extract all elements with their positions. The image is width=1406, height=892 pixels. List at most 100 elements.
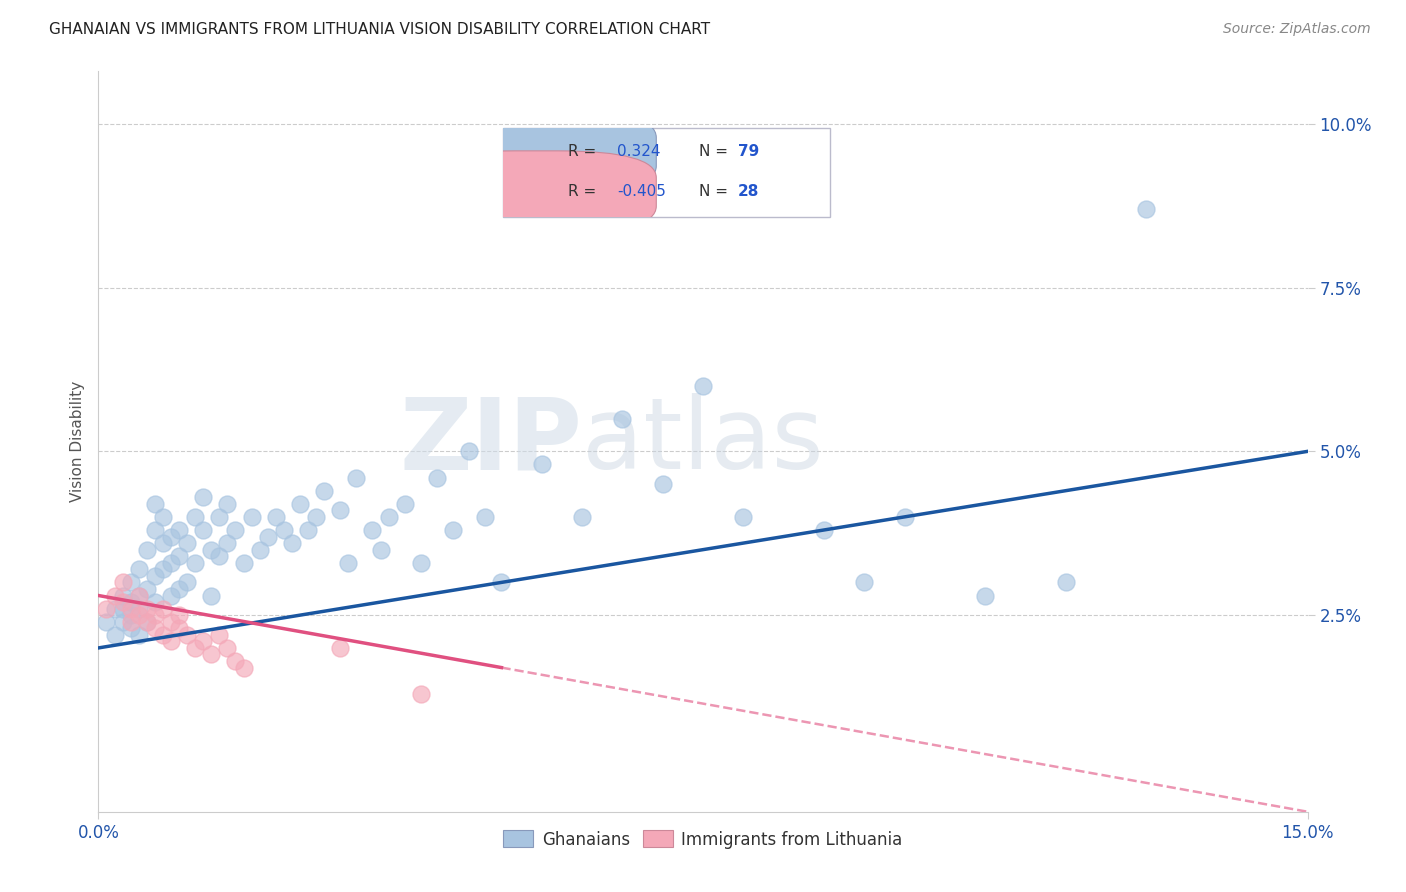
Text: R =: R = — [568, 185, 596, 200]
Point — [458, 444, 481, 458]
Text: 0.324: 0.324 — [617, 145, 661, 160]
Point — [128, 628, 150, 642]
Point — [176, 628, 198, 642]
Text: R =: R = — [568, 145, 596, 160]
Point — [128, 562, 150, 576]
Point — [103, 601, 125, 615]
Point — [200, 589, 222, 603]
Point — [853, 575, 876, 590]
Point — [1054, 575, 1077, 590]
Point — [111, 601, 134, 615]
Point — [152, 601, 174, 615]
Point — [143, 595, 166, 609]
Legend: Ghanaians, Immigrants from Lithuania: Ghanaians, Immigrants from Lithuania — [496, 823, 910, 855]
Point — [167, 549, 190, 564]
Point — [329, 503, 352, 517]
Y-axis label: Vision Disability: Vision Disability — [69, 381, 84, 502]
Point — [200, 648, 222, 662]
Point — [232, 660, 254, 674]
Point — [143, 523, 166, 537]
Point — [160, 556, 183, 570]
Point — [160, 615, 183, 629]
Point — [152, 509, 174, 524]
Point — [441, 523, 464, 537]
Point — [217, 497, 239, 511]
Point — [111, 589, 134, 603]
Point — [120, 608, 142, 623]
Point — [426, 470, 449, 484]
Point — [409, 687, 432, 701]
Point — [733, 509, 755, 524]
Point — [224, 523, 246, 537]
Point — [167, 621, 190, 635]
Point — [491, 575, 513, 590]
Point — [344, 470, 367, 484]
Point — [329, 640, 352, 655]
Point — [143, 497, 166, 511]
Point — [288, 497, 311, 511]
Text: 28: 28 — [738, 185, 759, 200]
Point — [273, 523, 295, 537]
Point — [217, 640, 239, 655]
Point — [152, 628, 174, 642]
Point — [974, 589, 997, 603]
Point — [135, 582, 157, 596]
Point — [167, 608, 190, 623]
Point — [337, 556, 360, 570]
Point — [135, 615, 157, 629]
Point — [305, 509, 328, 524]
Point — [120, 575, 142, 590]
Point — [96, 601, 118, 615]
Point — [409, 556, 432, 570]
Point — [370, 542, 392, 557]
Point — [193, 634, 215, 648]
Point — [193, 490, 215, 504]
Point — [361, 523, 384, 537]
Point — [120, 615, 142, 629]
Point — [128, 608, 150, 623]
Point — [281, 536, 304, 550]
Text: N =: N = — [699, 185, 728, 200]
Point — [143, 621, 166, 635]
Point — [152, 536, 174, 550]
Point — [184, 556, 207, 570]
Point — [143, 608, 166, 623]
Point — [612, 411, 634, 425]
Point — [474, 509, 496, 524]
Point — [176, 536, 198, 550]
Point — [96, 615, 118, 629]
Point — [152, 562, 174, 576]
Point — [111, 615, 134, 629]
Text: Source: ZipAtlas.com: Source: ZipAtlas.com — [1223, 22, 1371, 37]
Point — [249, 542, 271, 557]
Point — [240, 509, 263, 524]
Point — [208, 628, 231, 642]
Point — [103, 589, 125, 603]
Point — [160, 589, 183, 603]
Point — [193, 523, 215, 537]
Point — [571, 509, 593, 524]
Point — [297, 523, 319, 537]
Text: GHANAIAN VS IMMIGRANTS FROM LITHUANIA VISION DISABILITY CORRELATION CHART: GHANAIAN VS IMMIGRANTS FROM LITHUANIA VI… — [49, 22, 710, 37]
Point — [1135, 202, 1157, 216]
Point — [530, 458, 553, 472]
Point — [167, 582, 190, 596]
Point — [103, 628, 125, 642]
Point — [256, 530, 278, 544]
Text: 79: 79 — [738, 145, 759, 160]
Point — [128, 589, 150, 603]
Point — [176, 575, 198, 590]
Point — [377, 509, 399, 524]
Text: -0.405: -0.405 — [617, 185, 666, 200]
Point — [128, 589, 150, 603]
Point — [111, 595, 134, 609]
Point — [143, 569, 166, 583]
Point — [208, 549, 231, 564]
Point — [160, 530, 183, 544]
Point — [184, 509, 207, 524]
Point — [264, 509, 287, 524]
Point — [200, 542, 222, 557]
Point — [217, 536, 239, 550]
Point — [135, 615, 157, 629]
Point — [813, 523, 835, 537]
